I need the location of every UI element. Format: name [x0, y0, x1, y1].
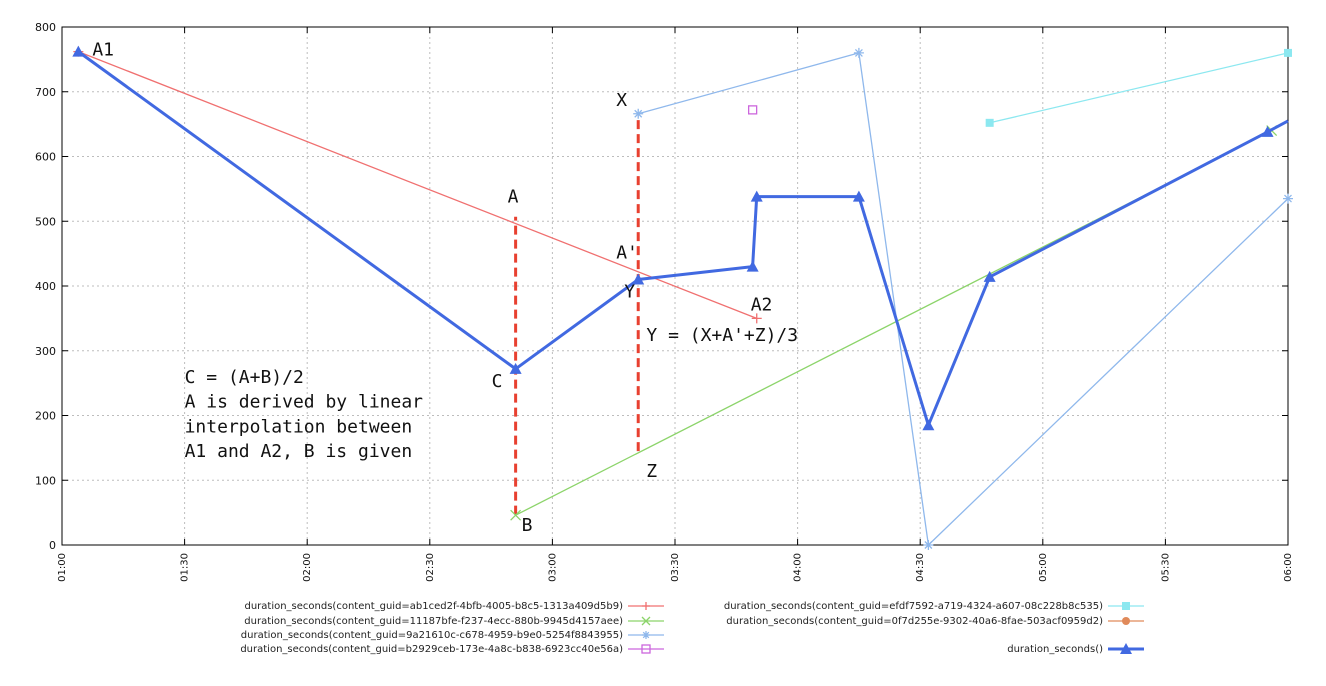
y-tick-label: 300 — [35, 345, 56, 358]
annotation-text: Y = (X+A'+Z)/3 — [646, 325, 798, 346]
legend-entry: duration_seconds(content_guid=0f7d255e-9… — [726, 616, 1144, 627]
legend-swatch-marker — [1122, 602, 1130, 610]
data-point — [632, 273, 645, 285]
series-line — [638, 52, 1289, 546]
y-tick-label: 800 — [35, 21, 56, 34]
data-point — [509, 362, 522, 374]
guides — [514, 113, 640, 515]
legend-entry: duration_seconds(content_guid=b2929ceb-1… — [240, 644, 664, 655]
y-tick-label: 700 — [35, 86, 56, 99]
y-tick-label: 400 — [35, 280, 56, 293]
data-point — [633, 108, 644, 119]
series-line — [77, 50, 1289, 427]
legend-swatch-marker — [642, 631, 650, 639]
point-label: Y — [624, 282, 635, 303]
legend-entry: duration_seconds(content_guid=11187bfe-f… — [244, 616, 664, 627]
data-point — [750, 190, 763, 202]
x-tick-label: 03:30 — [670, 553, 681, 582]
legend-label: duration_seconds(content_guid=b2929ceb-1… — [240, 644, 623, 655]
legend: duration_seconds(content_guid=ab1ced2f-4… — [240, 601, 1144, 655]
annotation-text: interpolation between — [185, 416, 413, 437]
series-line — [78, 50, 757, 320]
series-4 — [985, 48, 1292, 127]
legend-swatch-marker — [642, 602, 650, 610]
x-tick-label: 01:00 — [57, 553, 68, 582]
legend-swatch-marker — [641, 644, 651, 654]
legend-swatch-marker — [641, 616, 651, 626]
y-tick-label: 0 — [49, 539, 56, 552]
x-tick-label: 01:30 — [180, 553, 191, 582]
point-label: A1 — [92, 40, 114, 61]
legend-label: duration_seconds(content_guid=11187bfe-f… — [244, 616, 623, 627]
x-tick-label: 06:00 — [1283, 553, 1294, 582]
series-2 — [633, 47, 1293, 550]
legend-entry: duration_seconds(content_guid=9a21610c-c… — [241, 630, 664, 641]
y-tick-label: 600 — [35, 151, 56, 164]
data-point — [983, 270, 996, 282]
series-line — [989, 52, 1289, 124]
legend-label: duration_seconds(content_guid=9a21610c-c… — [241, 630, 623, 641]
point-label: Z — [646, 461, 657, 482]
data-point — [1283, 193, 1293, 204]
data-point — [922, 419, 935, 431]
series — [72, 45, 1293, 550]
point-label: C — [492, 371, 503, 392]
series-0 — [73, 46, 762, 324]
x-tick-label: 05:00 — [1038, 553, 1049, 582]
series-1 — [510, 125, 1278, 521]
y-tick-label: 500 — [35, 215, 56, 228]
legend-swatch-marker — [1120, 643, 1132, 654]
annotation-text: A is derived by linear — [185, 392, 424, 413]
legend-entry: duration_seconds() — [1007, 643, 1144, 655]
data-point — [853, 47, 864, 58]
series-6 — [72, 45, 1289, 431]
legend-label: duration_seconds(content_guid=0f7d255e-9… — [726, 616, 1103, 627]
annotation-text: C = (A+B)/2 — [185, 367, 304, 388]
point-label: A — [508, 187, 519, 208]
annotation-text: A1 and A2, B is given — [185, 441, 413, 462]
y-tick-label: 100 — [35, 474, 56, 487]
y-tick-label: 200 — [35, 410, 56, 423]
data-point — [746, 260, 759, 272]
x-tick-label: 05:30 — [1160, 553, 1171, 582]
data-point — [751, 313, 762, 324]
data-point — [852, 190, 865, 202]
x-tick-label: 03:00 — [547, 553, 558, 582]
data-point — [747, 105, 758, 115]
axes: 0 100 200 300 400 500 600 700 800 01:00 01:30 02:00… — [35, 21, 1294, 582]
x-tick-label: 04:00 — [793, 553, 804, 582]
legend-entry: duration_seconds(content_guid=ab1ced2f-4… — [244, 601, 664, 612]
x-tick-label: 02:00 — [302, 553, 313, 582]
data-point — [1261, 125, 1274, 137]
data-point — [985, 118, 994, 127]
point-labels: A1 A B C X A' Y Z A2 — [92, 40, 772, 537]
point-label: B — [522, 515, 533, 536]
legend-label: duration_seconds(content_guid=efdf7592-a… — [724, 601, 1103, 612]
series-3 — [747, 105, 758, 115]
legend-label: duration_seconds(content_guid=ab1ced2f-4… — [244, 601, 623, 612]
point-label: X — [616, 90, 627, 111]
x-tick-label: 04:30 — [915, 553, 926, 582]
legend-entry: duration_seconds(content_guid=efdf7592-a… — [724, 601, 1144, 612]
legend-label: duration_seconds() — [1007, 644, 1103, 655]
data-point — [923, 540, 934, 550]
point-label: A2 — [751, 294, 773, 315]
x-tick-label: 02:30 — [425, 553, 436, 582]
legend-swatch-marker — [1122, 617, 1130, 625]
data-point — [72, 45, 85, 57]
data-point — [1284, 48, 1292, 57]
annotations: Y = (X+A'+Z)/3 C = (A+B)/2 A is derived by… — [185, 325, 799, 462]
data-point — [510, 509, 522, 521]
point-label: A' — [616, 243, 638, 264]
